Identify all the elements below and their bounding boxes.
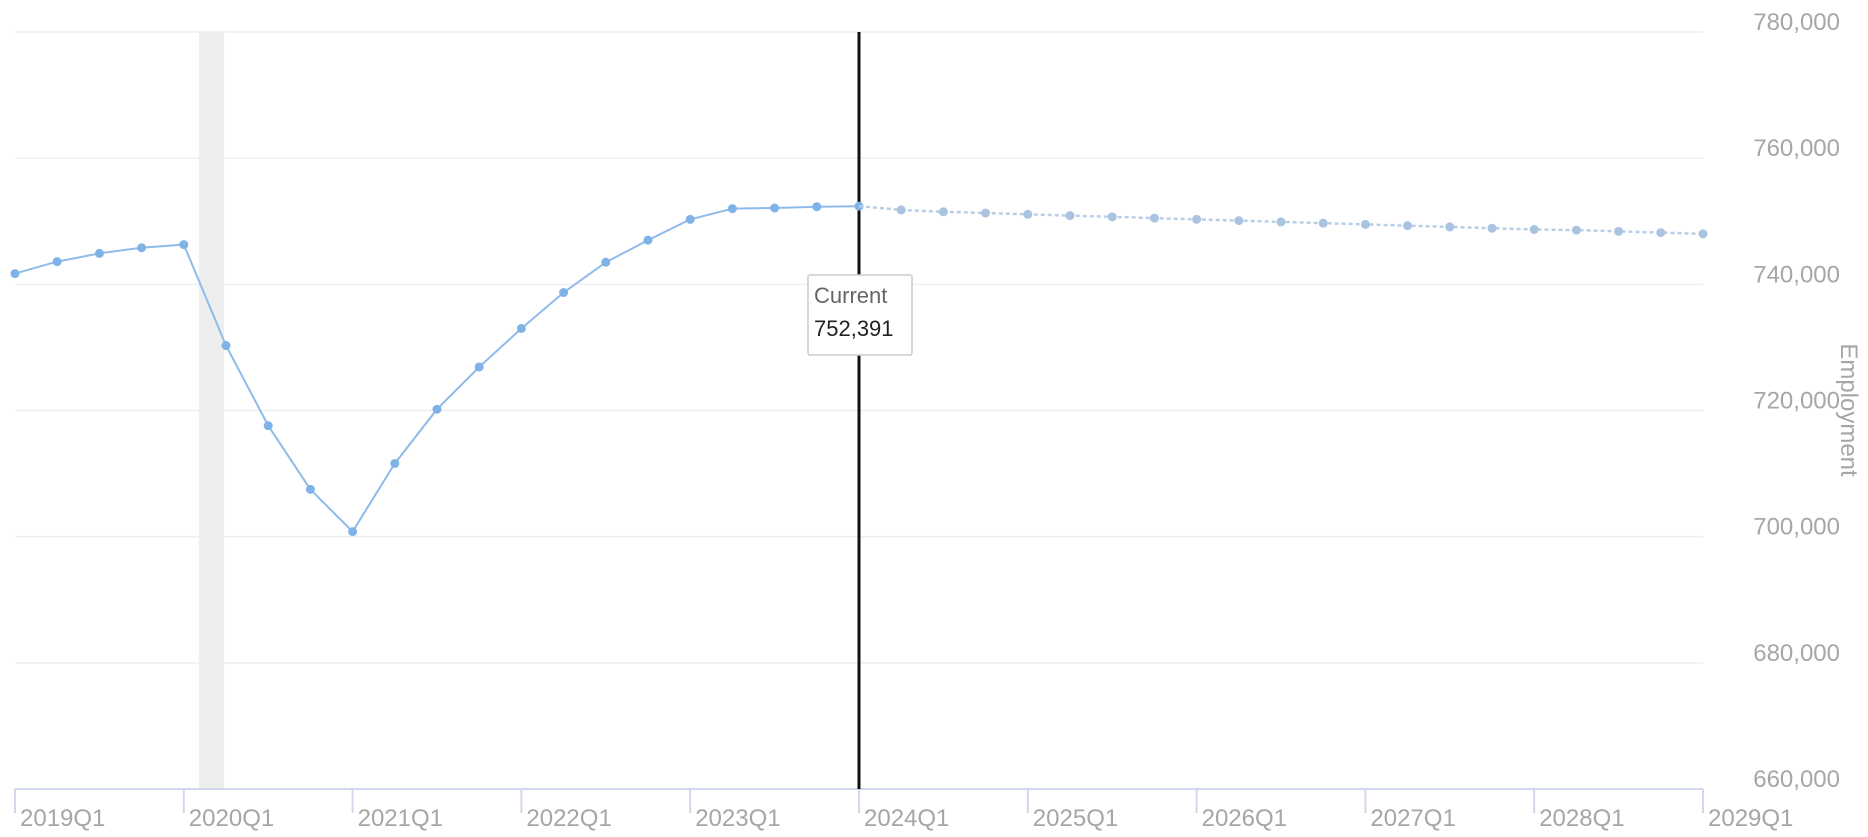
historical-point[interactable] <box>348 527 358 537</box>
forecast-point[interactable] <box>1445 222 1455 232</box>
historical-point[interactable] <box>474 362 484 372</box>
historical-point[interactable] <box>643 235 653 245</box>
historical-point[interactable] <box>221 341 231 351</box>
historical-point[interactable] <box>854 201 864 211</box>
x-tick-label: 2029Q1 <box>1708 805 1793 832</box>
forecast-point[interactable] <box>1614 226 1624 236</box>
x-tick-label: 2027Q1 <box>1370 805 1455 832</box>
forecast-point[interactable] <box>1360 219 1370 229</box>
x-tick-label: 2024Q1 <box>864 805 949 832</box>
historical-point[interactable] <box>52 257 62 267</box>
x-tick-label: 2025Q1 <box>1033 805 1118 832</box>
y-tick-label: 700,000 <box>1753 514 1840 541</box>
x-tick-label: 2022Q1 <box>526 805 611 832</box>
historical-point[interactable] <box>390 458 400 468</box>
tooltip-box <box>807 274 913 356</box>
forecast-point[interactable] <box>1192 214 1202 224</box>
current-tooltip: Current 752,391 <box>807 274 913 356</box>
forecast-point[interactable] <box>1234 216 1244 226</box>
historical-point[interactable] <box>305 484 315 494</box>
historical-point[interactable] <box>601 257 611 267</box>
forecast-point[interactable] <box>1318 218 1328 228</box>
forecast-point[interactable] <box>1149 213 1159 223</box>
y-tick-label: 740,000 <box>1753 261 1840 288</box>
forecast-point[interactable] <box>981 208 991 218</box>
forecast-point[interactable] <box>1276 217 1286 227</box>
historical-point[interactable] <box>685 214 695 224</box>
recession-band <box>198 32 225 789</box>
forecast-point[interactable] <box>1023 209 1033 219</box>
x-tick-label: 2023Q1 <box>695 805 780 832</box>
forecast-point[interactable] <box>1529 224 1539 234</box>
forecast-point[interactable] <box>1487 223 1497 233</box>
y-tick-label: 760,000 <box>1753 135 1840 162</box>
forecast-point[interactable] <box>896 205 906 215</box>
forecast-point[interactable] <box>1065 211 1075 221</box>
x-tick-label: 2028Q1 <box>1539 805 1624 832</box>
y-axis: 660,000 680,000 700,000 720,000 740,000 760,0… <box>1753 9 1840 793</box>
x-tick-label: 2021Q1 <box>358 805 443 832</box>
y-tick-label: 780,000 <box>1753 9 1840 36</box>
historical-point[interactable] <box>559 288 569 298</box>
historical-point[interactable] <box>10 269 20 279</box>
series-layer <box>10 201 1708 537</box>
forecast-point[interactable] <box>1698 229 1708 239</box>
forecast-point[interactable] <box>1656 228 1666 238</box>
forecast-point[interactable] <box>1571 225 1581 235</box>
historical-point[interactable] <box>263 421 273 431</box>
historical-point[interactable] <box>516 323 526 333</box>
y-tick-label: 680,000 <box>1753 640 1840 667</box>
x-tick-label: 2020Q1 <box>189 805 274 832</box>
historical-point[interactable] <box>94 248 104 258</box>
y-tick-label: 660,000 <box>1753 766 1840 793</box>
x-tick-label: 2019Q1 <box>20 805 105 832</box>
tooltip-value: 752,391 <box>814 316 894 341</box>
historical-point[interactable] <box>179 240 189 250</box>
historical-point[interactable] <box>432 404 442 414</box>
recession-band-layer <box>198 32 225 789</box>
forecast-point[interactable] <box>1403 221 1413 231</box>
historical-point[interactable] <box>137 243 147 253</box>
tooltip-label: Current <box>814 283 887 308</box>
y-axis-title: Employment <box>1835 343 1862 477</box>
forecast-point[interactable] <box>938 207 948 217</box>
y-tick-label: 720,000 <box>1753 388 1840 415</box>
x-axis: 2019Q1 2020Q1 2021Q1 2022Q1 2023Q1 2024Q1 2025… <box>14 788 1793 832</box>
historical-point[interactable] <box>727 204 737 214</box>
historical-series-line <box>14 205 860 534</box>
historical-point[interactable] <box>812 202 822 212</box>
x-tick-label: 2026Q1 <box>1202 805 1287 832</box>
forecast-point[interactable] <box>1107 212 1117 222</box>
historical-point[interactable] <box>770 203 780 213</box>
